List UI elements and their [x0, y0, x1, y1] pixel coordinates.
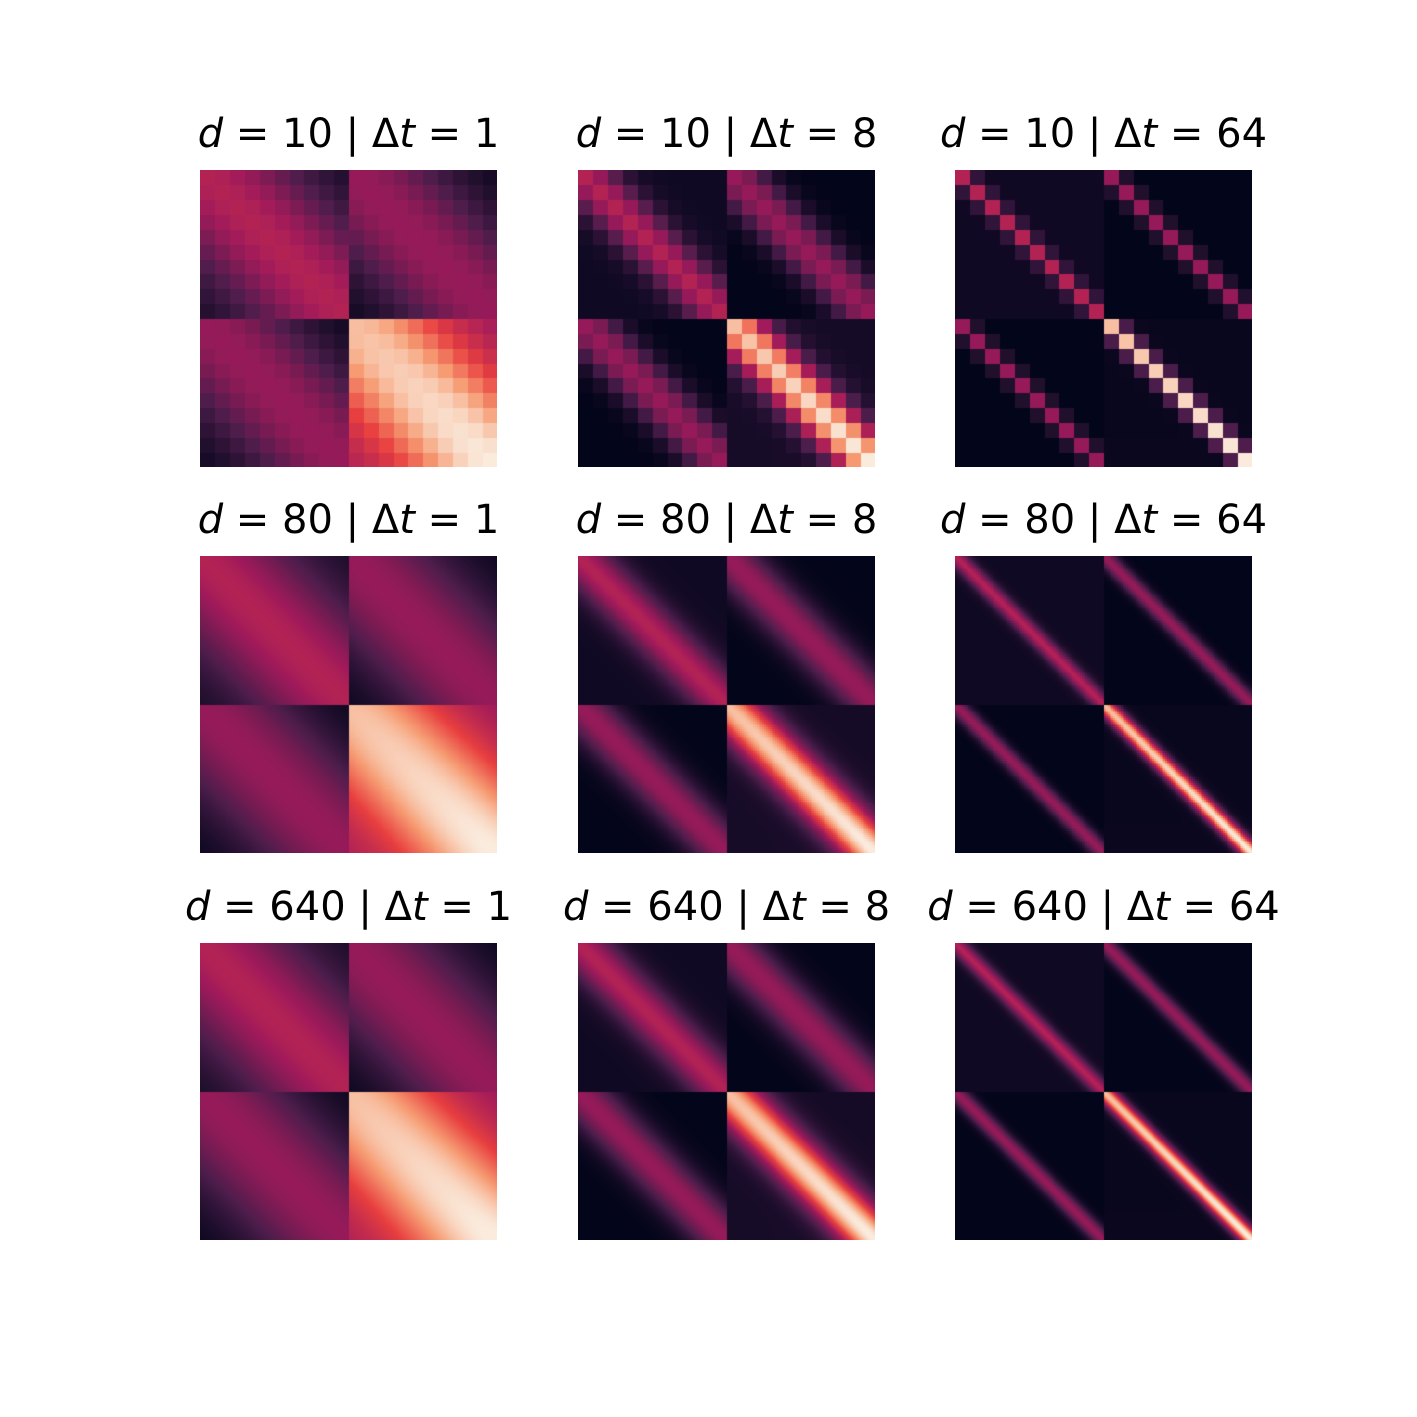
- dt-value: 8: [851, 111, 878, 157]
- dt-value: 1: [473, 111, 500, 157]
- d-value: 80: [660, 497, 711, 543]
- d-value: 80: [282, 497, 333, 543]
- d-value: 10: [660, 111, 711, 157]
- dt-value: 64: [1216, 497, 1268, 543]
- heatmap-cell-grid: [200, 170, 497, 467]
- dt-value: 64: [1216, 111, 1268, 157]
- heatmap-cell-grid: [955, 556, 1252, 853]
- heatmap-cell-grid: [200, 943, 497, 1240]
- d-value: 10: [1024, 111, 1076, 157]
- panel-title: d = 10 | Δt = 64: [939, 111, 1268, 157]
- d-value: 640: [1011, 884, 1088, 930]
- d-value: 640: [647, 884, 724, 930]
- dt-value: 8: [864, 884, 891, 930]
- panel-title: d = 80 | Δt = 64: [939, 497, 1268, 543]
- heatmap-cell-grid: [578, 556, 875, 853]
- dt-value: 64: [1228, 884, 1280, 930]
- panel-title: d = 80 | Δt = 8: [575, 497, 878, 543]
- dt-value: 1: [486, 884, 513, 930]
- d-value: 80: [1024, 497, 1076, 543]
- heatmap-cell-grid: [955, 170, 1252, 467]
- panel-title: d = 10 | Δt = 1: [197, 111, 500, 157]
- heatmap-cell-grid: [578, 170, 875, 467]
- heatmap-cell-grid: [955, 943, 1252, 1240]
- panel-title: d = 640 | Δt = 1: [184, 884, 513, 930]
- panel-title: d = 640 | Δt = 8: [562, 884, 891, 930]
- panel-title: d = 80 | Δt = 1: [197, 497, 500, 543]
- heatmap-cell-grid: [578, 943, 875, 1240]
- heatmap-cell-grid: [200, 556, 497, 853]
- d-value: 640: [269, 884, 346, 930]
- d-value: 10: [282, 111, 333, 157]
- panel-title: d = 640 | Δt = 64: [927, 884, 1280, 930]
- dt-value: 1: [473, 497, 500, 543]
- dt-value: 8: [851, 497, 878, 543]
- panel-title: d = 10 | Δt = 8: [575, 111, 878, 157]
